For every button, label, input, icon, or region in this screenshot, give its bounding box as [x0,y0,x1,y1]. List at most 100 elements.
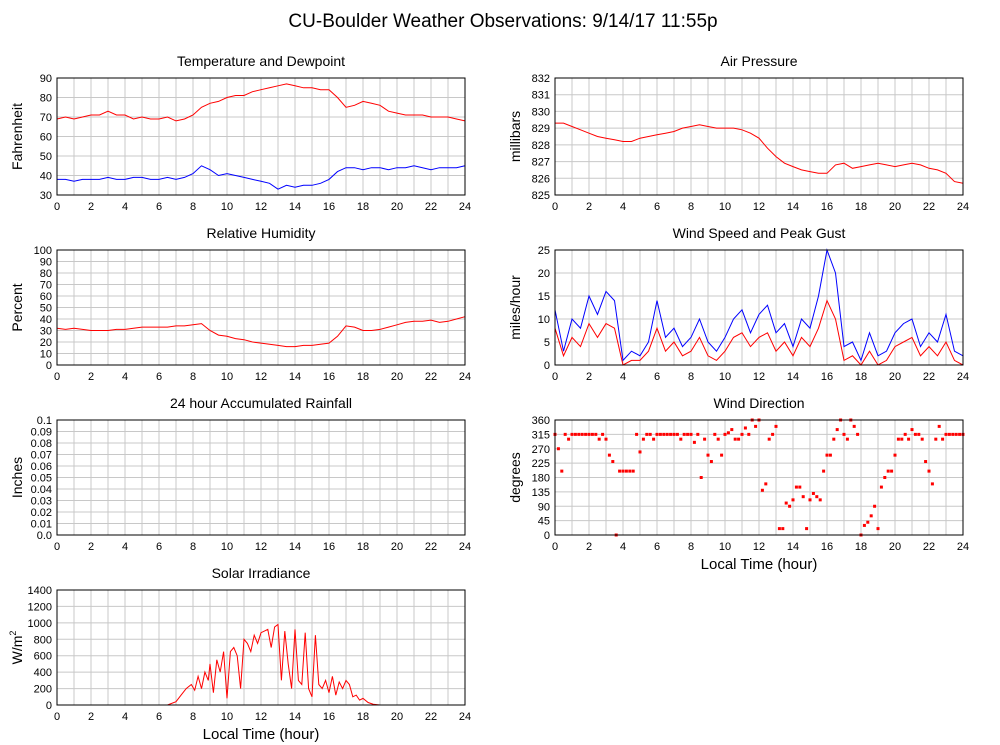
x-tick-label: 6 [156,371,162,383]
data-point [713,432,717,436]
x-tick-label: 12 [255,201,267,213]
x-tick-label: 0 [552,201,558,213]
y-tick-label: 135 [532,487,550,499]
data-point [954,432,958,436]
x-tick-label: 14 [787,371,799,383]
data-point [567,437,571,441]
y-tick-label: 830 [532,106,550,118]
plot-frame [56,77,466,196]
series-line [56,83,466,122]
data-point [866,520,870,524]
data-point [754,424,758,428]
data-point [743,426,747,430]
y-tick-label: 5 [544,337,550,349]
y-tick-label: 825 [532,190,550,202]
data-point [628,469,632,473]
y-tick-label: 30 [40,326,52,338]
x-tick-label: 14 [787,541,799,553]
data-point [737,437,741,441]
data-point [767,437,771,441]
y-axis-label: Fahrenheit [9,103,25,170]
data-point [601,432,605,436]
x-tick-label: 10 [719,201,731,213]
y-tick-label: 0.01 [31,519,52,531]
y-axis-label: degrees [507,452,523,503]
data-point [930,482,934,486]
chart-title: Relative Humidity [207,225,316,241]
data-point [828,453,832,457]
y-axis-label: millibars [507,111,523,162]
y-tick-label: 270 [532,444,550,456]
series-line [57,623,465,706]
data-point [570,432,574,436]
x-tick-label: 0 [54,371,60,383]
x-tick-label: 22 [425,541,437,553]
x-tick-label: 12 [255,541,267,553]
data-point [917,432,921,436]
y-tick-label: 1000 [28,618,52,630]
y-tick-label: 20 [538,268,550,280]
x-tick-label: 10 [221,201,233,213]
x-tick-label: 0 [54,201,60,213]
x-tick-label: 16 [323,711,335,723]
y-tick-label: 0.02 [31,507,52,519]
y-tick-label: 90 [40,257,52,269]
data-point [784,501,788,505]
y-tick-label: 10 [40,349,52,361]
y-tick-label: 829 [532,123,550,135]
data-point [740,432,744,436]
data-point [764,482,768,486]
x-tick-label: 24 [459,201,471,213]
x-tick-label: 22 [425,371,437,383]
data-point [760,488,764,492]
x-tick-label: 12 [753,541,765,553]
x-tick-label: 16 [821,541,833,553]
data-point [648,432,652,436]
data-point [805,527,809,531]
y-tick-label: 15 [538,291,550,303]
y-axis-label: Inches [9,457,25,498]
data-point [876,527,880,531]
data-point [910,428,914,432]
x-tick-label: 20 [889,371,901,383]
y-tick-label: 50 [40,151,52,163]
x-tick-label: 24 [459,711,471,723]
data-point [842,432,846,436]
data-point [706,453,710,457]
y-tick-label: 0.09 [31,427,52,439]
x-tick-label: 6 [156,201,162,213]
x-tick-label: 6 [654,201,660,213]
data-point [679,437,683,441]
y-tick-label: 100 [34,245,52,257]
x-tick-label: 16 [323,201,335,213]
data-point [856,432,860,436]
chart-title: Wind Speed and Peak Gust [673,225,846,241]
data-point [927,469,931,473]
x-tick-label: 18 [855,371,867,383]
data-point [723,432,727,436]
y-tick-label: 20 [40,337,52,349]
data-point [563,432,567,436]
data-point [584,432,588,436]
data-point [652,437,656,441]
data-point [845,437,849,441]
y-tick-label: 40 [40,171,52,183]
plot-frame [554,419,964,536]
data-point [730,428,734,432]
x-tick-label: 2 [88,371,94,383]
x-tick-label: 10 [221,711,233,723]
x-tick-label: 10 [719,371,731,383]
x-tick-label: 18 [855,201,867,213]
y-tick-label: 70 [40,280,52,292]
x-tick-label: 20 [889,201,901,213]
x-tick-label: 24 [957,201,969,213]
data-point [590,432,594,436]
plot-frame [56,419,466,536]
series-line [554,248,964,362]
data-point [951,432,955,436]
data-point [607,453,611,457]
chart-title: Temperature and Dewpoint [177,53,345,69]
